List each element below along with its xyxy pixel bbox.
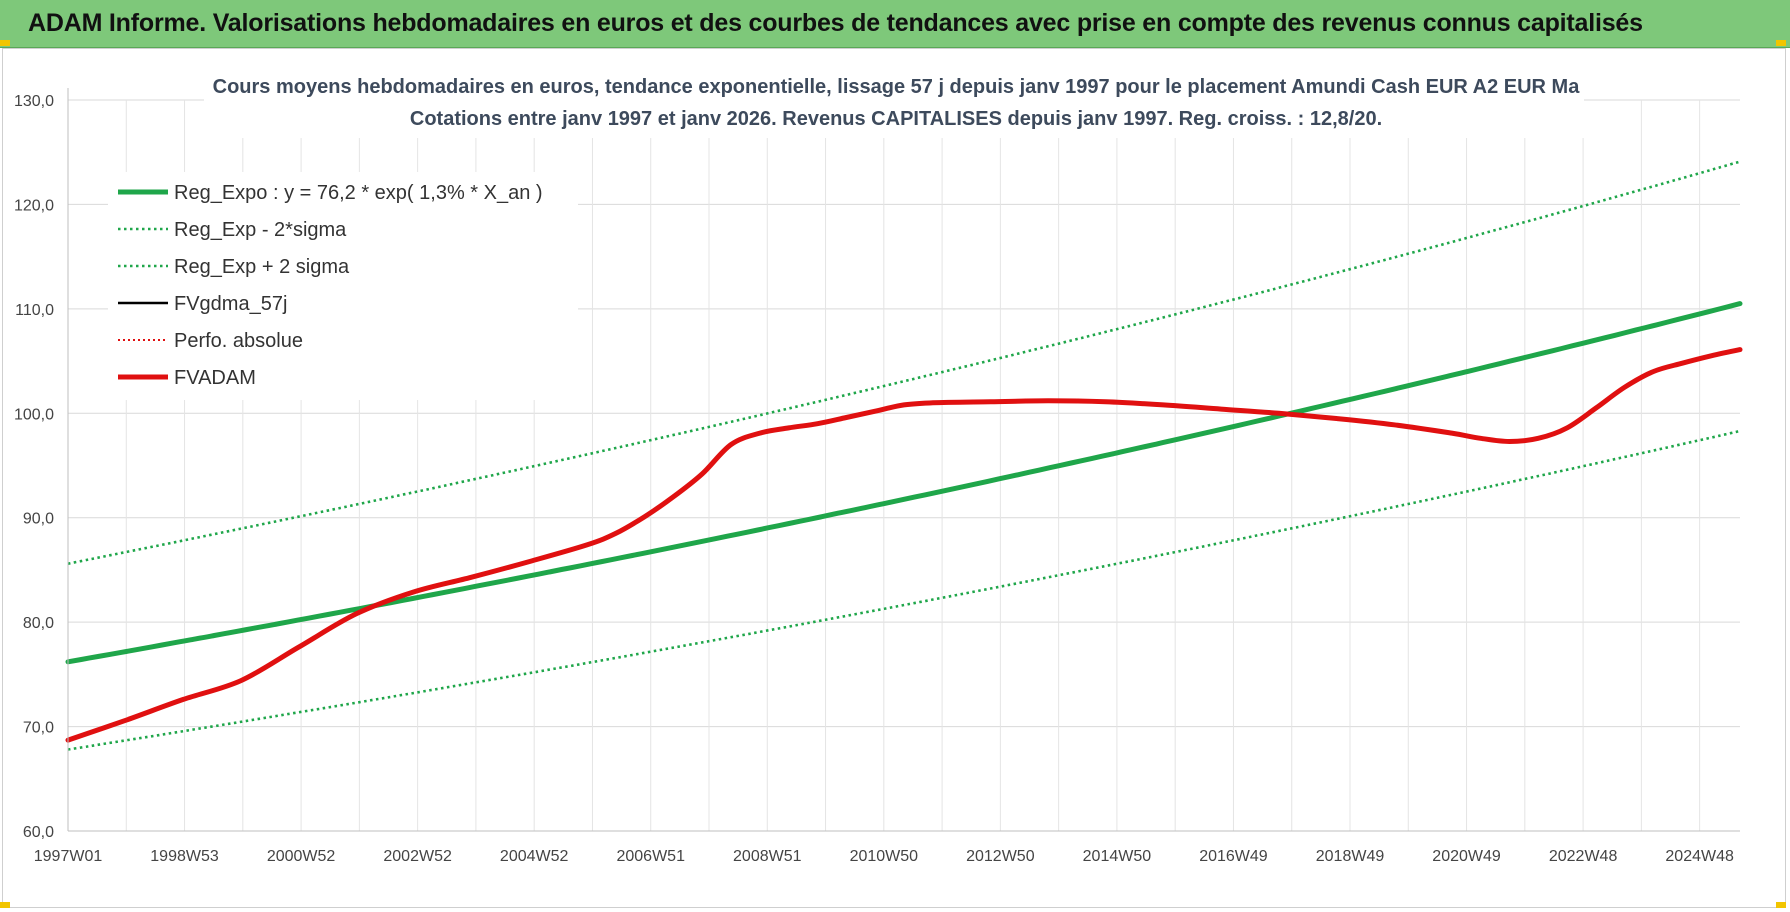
report-banner: ADAM Informe. Valorisations hebdomadaire…: [0, 0, 1790, 48]
x-tick-label: 2016W49: [1199, 848, 1268, 865]
chart-title-background: [204, 68, 1584, 138]
y-tick-label: 110,0: [15, 302, 54, 319]
report-title: ADAM Informe. Valorisations hebdomadaire…: [28, 9, 1643, 37]
legend-item-perfo: Perfo. absolue: [174, 330, 303, 352]
chart-legend: Reg_Expo : y = 76,2 * exp( 1,3% * X_an )…: [108, 172, 578, 400]
chart-frame: [2, 48, 1786, 908]
legend-item-fvgdma: FVgdma_57j: [174, 293, 287, 315]
x-tick-label: 2022W48: [1549, 848, 1618, 865]
x-tick-label: 2000W52: [267, 848, 336, 865]
y-tick-label: 90,0: [23, 511, 54, 528]
x-tick-label: 2008W51: [733, 848, 802, 865]
chart-grid: [67, 99, 1740, 832]
x-tick-label: 1997W01: [34, 848, 103, 865]
y-tick-label: 120,0: [14, 197, 54, 214]
series-line-0: [65, 301, 1743, 665]
frame-corner-mark: [1776, 902, 1786, 908]
x-tick-label: 2010W50: [850, 848, 919, 865]
series-line-1: [67, 429, 1741, 751]
chart-subtitle: Cotations entre janv 1997 et janv 2026. …: [410, 108, 1382, 130]
x-tick-label: 2024W48: [1665, 848, 1734, 865]
x-tick-label: 2004W52: [500, 848, 569, 865]
legend-item-fvadam: FVADAM: [174, 367, 256, 389]
chart-axes: 60,0 70,0 80,0 90,0 100,0 110,0 120,0 130,0 1997…: [14, 88, 1740, 865]
x-tick-label: 2006W51: [616, 848, 685, 865]
frame-corner-mark: [0, 902, 10, 908]
series-line-2: [67, 160, 1741, 565]
y-tick-label: 130,0: [14, 93, 54, 110]
x-tick-label: 2014W50: [1083, 848, 1152, 865]
x-tick-label: 1998W53: [150, 848, 219, 865]
frame-corner-mark: [0, 40, 10, 46]
y-tick-label: 70,0: [23, 720, 54, 737]
chart-series: [65, 160, 1743, 751]
chart-title: Cours moyens hebdomadaires en euros, ten…: [213, 76, 1581, 98]
x-tick-label: 2018W49: [1316, 848, 1385, 865]
y-tick-label: 80,0: [23, 615, 54, 632]
legend-item-reg-expo: Reg_Expo : y = 76,2 * exp( 1,3% * X_an ): [174, 182, 543, 204]
legend-item-reg-exp-minus: Reg_Exp - 2*sigma: [174, 219, 347, 241]
legend-background: [108, 172, 578, 400]
y-tick-label: 100,0: [14, 406, 54, 423]
legend-item-reg-exp-plus: Reg_Exp + 2 sigma: [174, 256, 350, 278]
frame-corner-mark: [1776, 40, 1786, 46]
x-tick-label: 2020W49: [1432, 848, 1501, 865]
y-tick-label: 60,0: [23, 824, 54, 841]
series-line-5: [65, 347, 1743, 743]
x-tick-label: 2002W52: [383, 848, 452, 865]
x-tick-label: 2012W50: [966, 848, 1035, 865]
